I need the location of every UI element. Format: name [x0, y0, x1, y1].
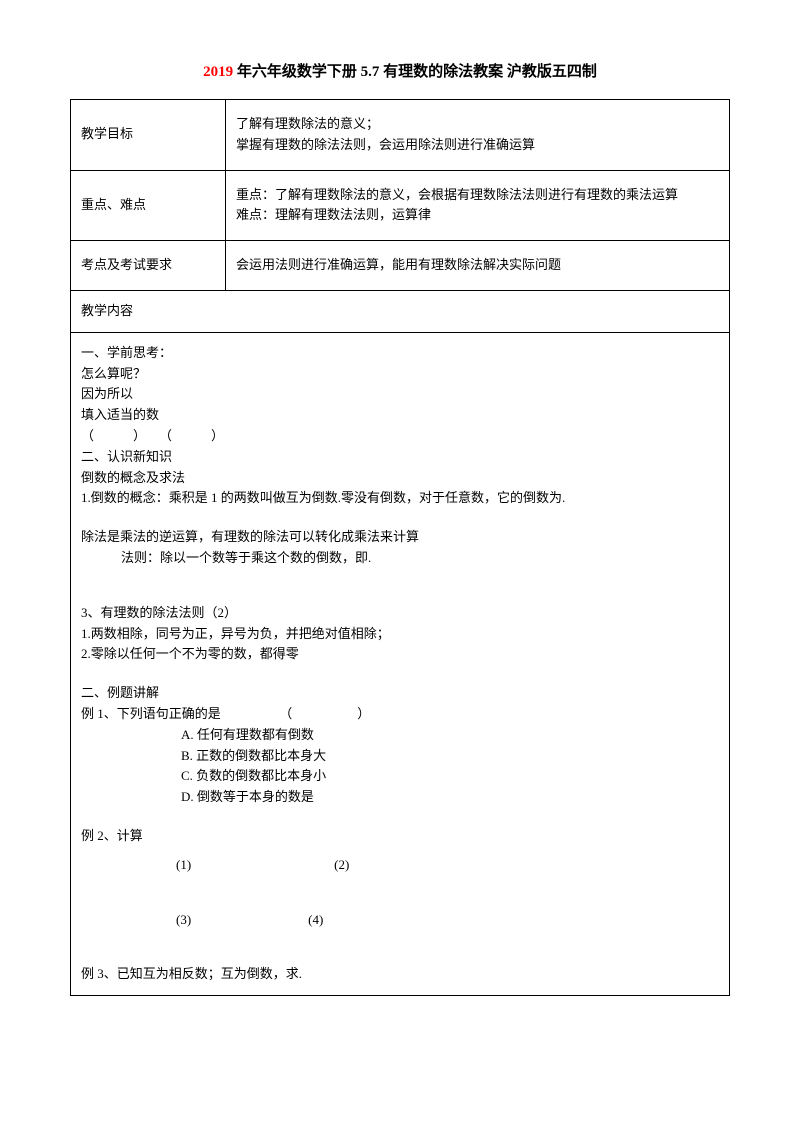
s4-l1: 1.两数相除，同号为正，异号为负，并把绝对值相除； [81, 624, 719, 645]
keypoints-line1: 重点：了解有理数除法的意义，会根据有理数除法法则进行有理数的乘法运算 [236, 185, 719, 206]
s5-optB: B. 正数的倒数都比本身大 [81, 746, 719, 767]
s1-l2: 因为所以 [81, 384, 719, 405]
s4-l2: 2.零除以任何一个不为零的数，都得零 [81, 644, 719, 665]
title-year: 2019 [203, 64, 233, 80]
s5-optC: C. 负数的倒数都比本身小 [81, 766, 719, 787]
exam-label: 考点及考试要求 [71, 241, 226, 291]
row-exam: 考点及考试要求 会运用法则进行准确运算，能用有理数除法解决实际问题 [71, 241, 730, 291]
keypoints-line2: 难点：理解有理数法法则，运算律 [236, 205, 719, 226]
s5-ex2-34: (3) (4) [81, 910, 719, 931]
row-keypoints: 重点、难点 重点：了解有理数除法的意义，会根据有理数除法法则进行有理数的乘法运算… [71, 170, 730, 241]
title-rest: 年六年级数学下册 5.7 有理数的除法教案 沪教版五四制 [233, 64, 597, 80]
goal-line1: 了解有理数除法的意义； [236, 114, 719, 135]
goal-content: 了解有理数除法的意义； 掌握有理数的除法法则，会运用除法则进行准确运算 [226, 100, 730, 171]
row-goal: 教学目标 了解有理数除法的意义； 掌握有理数的除法法则，会运用除法则进行准确运算 [71, 100, 730, 171]
lesson-table: 教学目标 了解有理数除法的意义； 掌握有理数的除法法则，会运用除法则进行准确运算… [70, 99, 730, 996]
s5-optA: A. 任何有理数都有倒数 [81, 725, 719, 746]
s1-l4: （ ） （ ） [81, 426, 719, 447]
s1-l3: 填入适当的数 [81, 405, 719, 426]
s5-ex1: 例 1、下列语句正确的是 （ ） [81, 704, 719, 725]
goal-line2: 掌握有理数的除法法则，会运用除法则进行准确运算 [236, 135, 719, 156]
s1-title: 一、学前思考： [81, 343, 719, 364]
s2-l1: 倒数的概念及求法 [81, 468, 719, 489]
s4-title: 3、有理数的除法法则（2） [81, 603, 719, 624]
keypoints-label: 重点、难点 [71, 170, 226, 241]
body-content: 一、学前思考： 怎么算呢？ 因为所以 填入适当的数 （ ） （ ） 二、认识新知… [71, 332, 730, 995]
s5-ex3: 例 3、已知互为相反数；互为倒数，求. [81, 964, 719, 985]
s1-l1: 怎么算呢？ [81, 364, 719, 385]
s2-title: 二、认识新知识 [81, 447, 719, 468]
exam-content: 会运用法则进行准确运算，能用有理数除法解决实际问题 [226, 241, 730, 291]
goal-label: 教学目标 [71, 100, 226, 171]
s2-l2: 1.倒数的概念：乘积是 1 的两数叫做互为倒数.零没有倒数，对于任意数，它的倒数… [81, 488, 719, 509]
s5-title: 二、例题讲解 [81, 683, 719, 704]
s5-ex2-12: (1) (2) [81, 855, 719, 876]
s3-l1: 除法是乘法的逆运算，有理数的除法可以转化成乘法来计算 [81, 527, 719, 548]
s3-l2: 法则：除以一个数等于乘这个数的倒数，即. [81, 548, 719, 569]
page-title: 2019 年六年级数学下册 5.7 有理数的除法教案 沪教版五四制 [70, 60, 730, 81]
s5-optD: D. 倒数等于本身的数是 [81, 787, 719, 808]
row-body: 一、学前思考： 怎么算呢？ 因为所以 填入适当的数 （ ） （ ） 二、认识新知… [71, 332, 730, 995]
teachcontent-label: 教学内容 [71, 290, 730, 332]
row-teachcontent-header: 教学内容 [71, 290, 730, 332]
s5-ex2: 例 2、计算 [81, 826, 719, 847]
keypoints-content: 重点：了解有理数除法的意义，会根据有理数除法法则进行有理数的乘法运算 难点：理解… [226, 170, 730, 241]
